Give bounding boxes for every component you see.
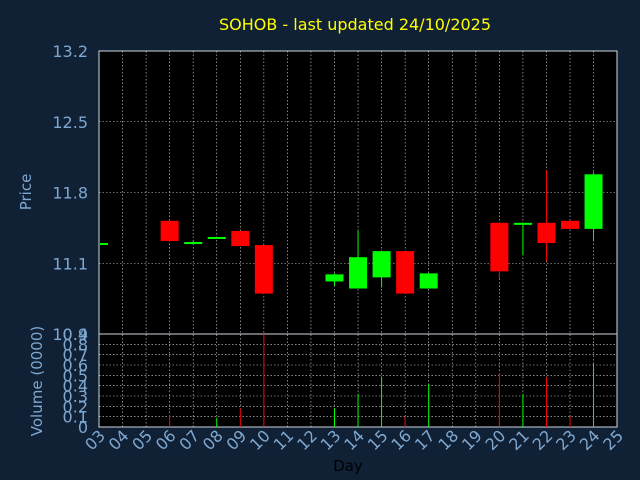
- candle-21: [513, 222, 532, 256]
- candle-body: [325, 274, 344, 282]
- candle-body: [419, 273, 438, 289]
- candle-08: [207, 236, 226, 239]
- candle-body: [396, 251, 415, 294]
- candle-03: [100, 243, 108, 246]
- candle-body: [561, 220, 579, 229]
- grid-layer: [99, 51, 617, 427]
- volume-tick-label: 0.7: [63, 346, 88, 365]
- candle-23: [561, 220, 579, 229]
- x-tick-label: 25: [599, 426, 627, 454]
- price-tick-label: 11.8: [52, 184, 88, 203]
- price-tick-label: 10.4: [52, 325, 88, 344]
- volume-tick-label: 0.6: [63, 356, 88, 375]
- x-axis: 0304050607080910111213141516171819202122…: [81, 426, 627, 454]
- candle-body: [231, 230, 250, 247]
- volume-tick-label: 0.2: [63, 397, 88, 416]
- candle-body: [513, 222, 532, 225]
- candle-body: [372, 251, 391, 278]
- volume-tick-label: 0.3: [63, 387, 88, 406]
- candle-body: [490, 222, 509, 272]
- volume-axis-label: Volume (0000): [28, 326, 46, 436]
- candle-17: [419, 273, 438, 289]
- volume-tick-label: 0.5: [63, 366, 88, 385]
- volume-tick-label: 0.1: [63, 408, 88, 427]
- candle-24: [584, 172, 603, 242]
- candle-13: [325, 273, 344, 286]
- candle-body: [207, 236, 226, 239]
- candle-20: [490, 222, 509, 279]
- volume-tick-label: 0: [78, 418, 88, 437]
- candle-16: [396, 251, 415, 294]
- x-axis-label: Day: [333, 457, 363, 475]
- candle-14: [349, 230, 368, 289]
- candle-body: [584, 174, 603, 229]
- chart-title: SOHOB - last updated 24/10/2025: [219, 15, 491, 34]
- candle-layer: [100, 170, 603, 294]
- volume-layer: [169, 334, 595, 427]
- candle-15: [372, 251, 391, 288]
- candle-body: [160, 220, 179, 242]
- candle-body: [254, 245, 273, 294]
- volume-tick-label: 0.8: [63, 335, 88, 354]
- price-tick-label: 13.2: [52, 42, 88, 61]
- candle-body: [537, 222, 556, 244]
- candle-body: [100, 243, 108, 246]
- candle-10: [254, 245, 273, 294]
- candle-body: [184, 242, 203, 245]
- price-axis: 10.4 11.1 11.8 12.5 13.2: [52, 42, 88, 344]
- volume-axis: 00.10.20.30.40.50.60.70.80.9: [63, 325, 88, 437]
- candle-07: [184, 241, 203, 245]
- volume-tick-label: 0.4: [63, 377, 88, 396]
- candle-09: [231, 230, 250, 247]
- candle-06: [160, 220, 179, 242]
- price-tick-label: 11.1: [52, 254, 88, 273]
- price-axis-label: Price: [17, 174, 35, 211]
- volume-tick-label: 0.9: [63, 325, 88, 344]
- price-tick-label: 12.5: [52, 113, 88, 132]
- candle-body: [349, 257, 368, 289]
- candle-22: [537, 170, 556, 262]
